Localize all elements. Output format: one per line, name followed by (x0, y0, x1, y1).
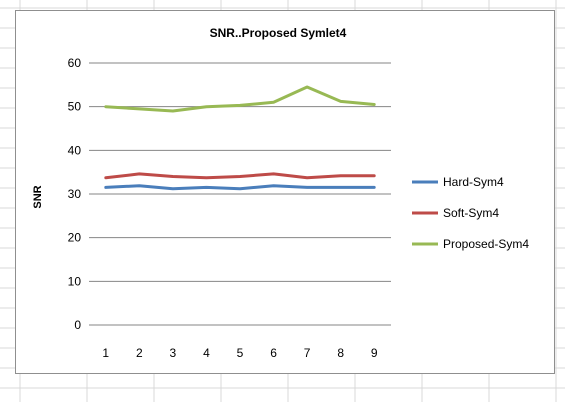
gridlines (89, 62, 391, 326)
legend: Hard-Sym4 Soft-Sym4 Proposed-Sym4 (412, 175, 529, 251)
y-tick-label: 60 (68, 56, 82, 70)
y-tick-label: 0 (74, 318, 81, 332)
legend-label: Soft-Sym4 (443, 206, 499, 220)
x-tick-label: 1 (102, 346, 109, 360)
x-tick-labels: 1 2 3 4 5 6 7 8 9 (102, 346, 377, 360)
line-chart: SNR..Proposed Symlet4 0 10 20 30 40 50 60 1 2 3 4… (32, 26, 529, 360)
chart-area[interactable]: SNR..Proposed Symlet4 0 10 20 30 40 50 60 1 2 3 4… (15, 10, 555, 374)
x-tick-label: 2 (136, 346, 143, 360)
legend-label: Hard-Sym4 (443, 175, 504, 189)
x-tick-label: 7 (304, 346, 311, 360)
y-tick-label: 20 (68, 231, 82, 245)
x-tick-label: 8 (337, 346, 344, 360)
chart-title: SNR..Proposed Symlet4 (210, 26, 347, 40)
x-tick-label: 4 (203, 346, 210, 360)
series-lines (104, 85, 376, 191)
x-tick-label: 5 (237, 346, 244, 360)
y-tick-labels: 0 10 20 30 40 50 60 (68, 56, 82, 332)
y-tick-label: 40 (68, 143, 82, 157)
y-tick-label: 50 (68, 100, 82, 114)
series-line-soft-sym4 (104, 172, 376, 180)
legend-label: Proposed-Sym4 (443, 237, 529, 251)
y-tick-label: 10 (68, 274, 82, 288)
y-axis-title: SNR (32, 185, 44, 208)
series-line-hard-sym4 (104, 184, 376, 191)
x-tick-label: 3 (170, 346, 177, 360)
y-tick-label: 30 (68, 187, 82, 201)
x-tick-label: 9 (371, 346, 378, 360)
x-tick-label: 6 (270, 346, 277, 360)
series-line-proposed-sym4 (104, 85, 376, 113)
